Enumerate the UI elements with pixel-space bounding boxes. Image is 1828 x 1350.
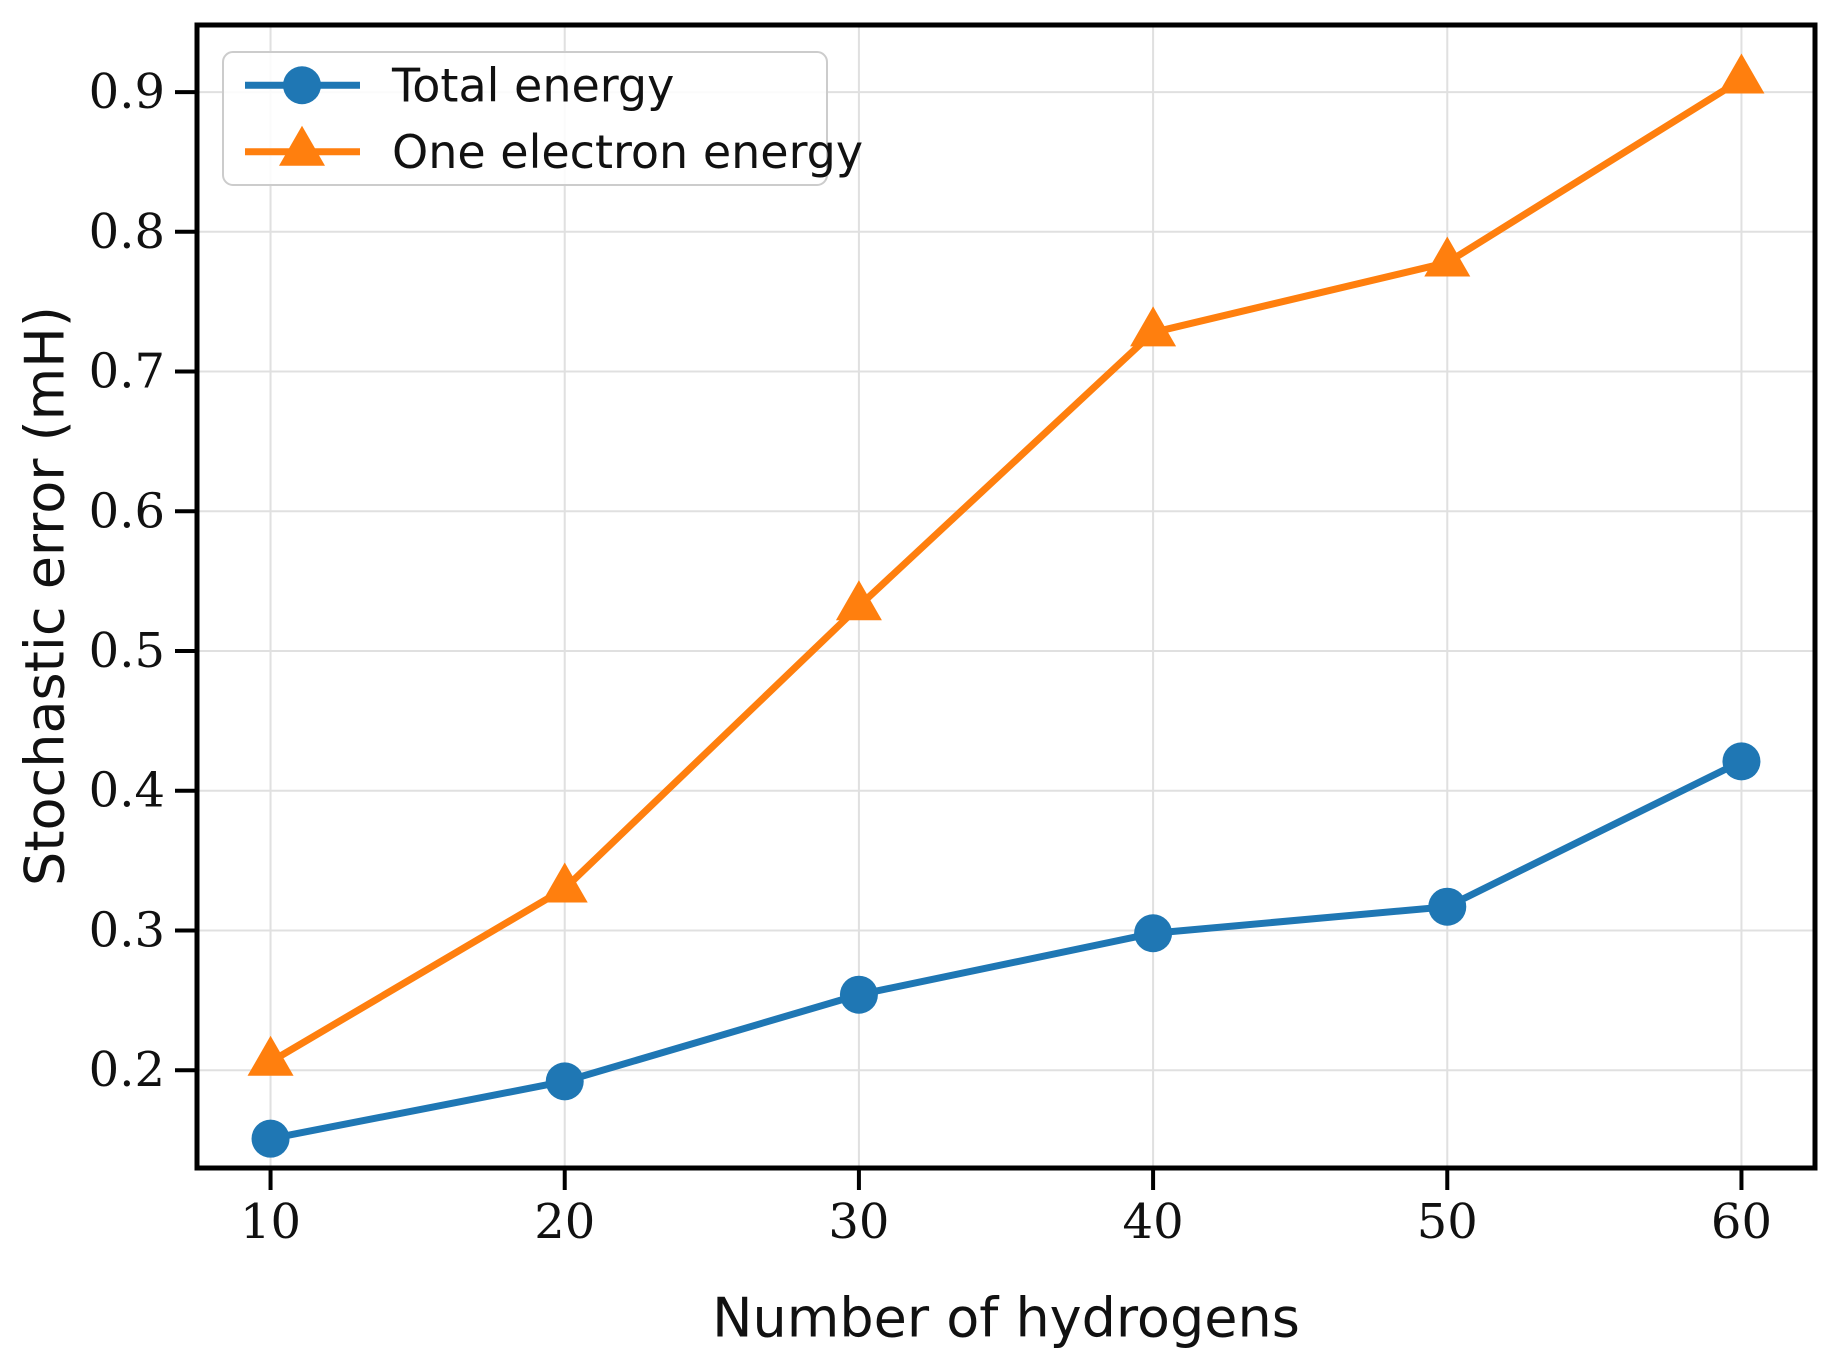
y-tick-label: 0.6: [89, 483, 165, 539]
legend-marker-triangle: [279, 125, 325, 166]
y-axis-label: Stochastic error (mH): [14, 306, 77, 886]
x-tick-label: 10: [240, 1194, 301, 1250]
legend-entry-label: One electron energy: [392, 125, 863, 179]
y-tick-label: 0.3: [89, 902, 165, 958]
y-tick-label: 0.8: [89, 204, 165, 260]
legend-entry: Total energy: [245, 58, 674, 112]
x-tick-label: 20: [534, 1194, 595, 1250]
series-line-circle: [269, 758, 1744, 1143]
plot-border: [194, 22, 1818, 1171]
data-point-triangle: [541, 862, 588, 903]
y-tick-label: 0.7: [89, 344, 165, 400]
legend-box: [222, 51, 828, 186]
data-point-circle: [1428, 887, 1467, 926]
data-point-circle: [839, 975, 878, 1014]
data-point-circle: [251, 1119, 290, 1158]
x-tick-label: 30: [828, 1194, 889, 1250]
data-point-circle: [545, 1062, 584, 1101]
x-tick-label: 40: [1123, 1194, 1184, 1250]
x-tick-label: 60: [1711, 1194, 1772, 1250]
y-tick-label: 0.5: [89, 623, 165, 679]
series-line-triangle: [268, 76, 1744, 1065]
series-layer: [247, 53, 1765, 1158]
data-point-circle: [1134, 914, 1173, 953]
tick-layer: 10 20 30 40 50 60 0.2 0.3 0.4 0.5 0.6 0.7 0.8 0.9: [89, 64, 1772, 1250]
data-point-triangle: [1718, 53, 1765, 94]
legend-entry: One electron energy: [245, 125, 863, 179]
x-axis-label: Number of hydrogens: [712, 1287, 1300, 1350]
legend-entry-label: Total energy: [391, 58, 674, 112]
legend-marker-circle: [283, 66, 321, 105]
data-point-triangle: [835, 580, 882, 621]
data-point-circle: [1722, 742, 1761, 781]
y-tick-label: 0.2: [89, 1042, 165, 1098]
y-tick-label: 0.9: [89, 64, 165, 120]
grid-layer: [197, 25, 1815, 1168]
plot-frame: [194, 22, 1818, 1171]
data-point-triangle: [1130, 306, 1177, 347]
y-tick-label: 0.4: [89, 763, 165, 819]
legend: Total energy One electron energy: [222, 51, 863, 186]
data-point-triangle: [1424, 236, 1471, 277]
x-tick-label: 50: [1417, 1194, 1478, 1250]
data-point-triangle: [247, 1035, 294, 1076]
